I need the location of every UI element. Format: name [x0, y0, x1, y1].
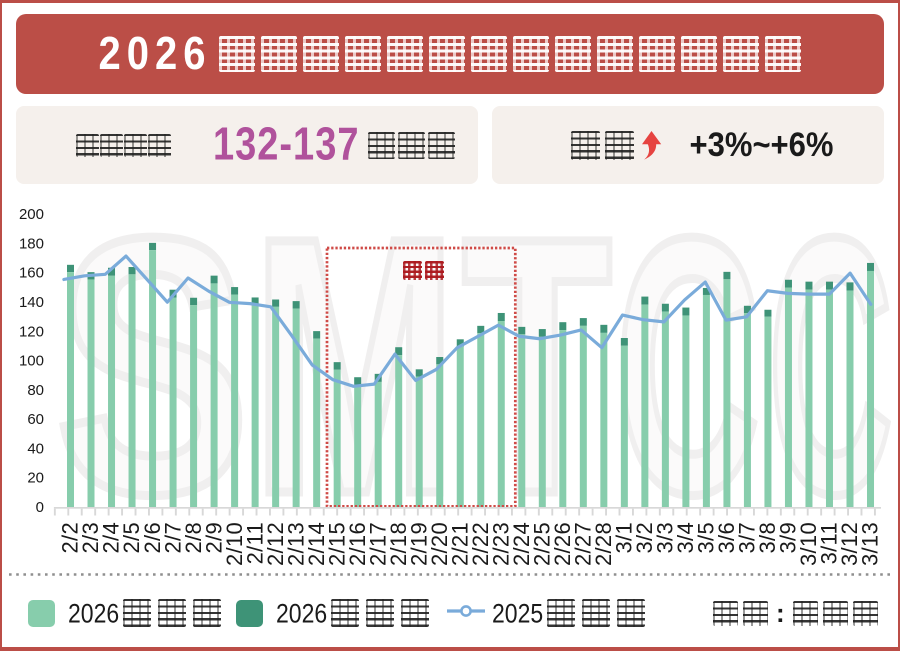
- svg-text:3/3: 3/3: [653, 522, 678, 553]
- svg-text:3/10: 3/10: [796, 522, 821, 566]
- svg-text:2/28: 2/28: [591, 522, 616, 566]
- svg-text:140: 140: [19, 294, 44, 311]
- svg-text:2/21: 2/21: [447, 522, 472, 566]
- svg-text:2/7: 2/7: [160, 522, 185, 553]
- svg-text:2/5: 2/5: [119, 522, 144, 553]
- svg-text:2/11: 2/11: [242, 522, 267, 564]
- svg-text:2/4: 2/4: [99, 522, 124, 553]
- svg-text:3/6: 3/6: [714, 522, 739, 553]
- svg-text:2/8: 2/8: [181, 522, 206, 553]
- svg-text:120: 120: [19, 323, 44, 340]
- svg-text:2/23: 2/23: [488, 522, 513, 566]
- svg-text:180: 180: [19, 235, 44, 252]
- svg-text:M: M: [252, 163, 457, 570]
- svg-text:3/9: 3/9: [776, 522, 801, 553]
- svg-text:3/5: 3/5: [694, 522, 719, 553]
- svg-text:60: 60: [27, 411, 44, 428]
- svg-text:2/22: 2/22: [468, 522, 493, 566]
- svg-text:3/12: 3/12: [837, 522, 862, 566]
- svg-text:0: 0: [36, 499, 44, 516]
- svg-text:2/15: 2/15: [324, 522, 349, 566]
- svg-text:2/17: 2/17: [365, 522, 390, 566]
- svg-text:2/10: 2/10: [222, 522, 247, 566]
- svg-text:3/8: 3/8: [755, 522, 780, 553]
- svg-text:160: 160: [19, 265, 44, 282]
- svg-text:2/3: 2/3: [78, 522, 103, 553]
- svg-text:3/13: 3/13: [858, 522, 883, 566]
- svg-text:80: 80: [27, 382, 44, 399]
- svg-text:2/6: 2/6: [140, 522, 165, 553]
- svg-text:3/1: 3/1: [612, 522, 637, 553]
- svg-text:2/19: 2/19: [406, 522, 431, 566]
- svg-text:3/4: 3/4: [673, 522, 698, 553]
- svg-text:2/24: 2/24: [509, 522, 534, 566]
- svg-text:2/27: 2/27: [571, 522, 596, 566]
- svg-text:3/2: 3/2: [632, 522, 657, 553]
- svg-text:2/18: 2/18: [386, 522, 411, 566]
- svg-text:200: 200: [19, 206, 44, 223]
- svg-text:100: 100: [19, 353, 44, 370]
- svg-text:40: 40: [27, 440, 44, 457]
- svg-text:2/12: 2/12: [263, 522, 288, 566]
- svg-text:2/14: 2/14: [304, 522, 329, 566]
- svg-text:2/25: 2/25: [530, 522, 555, 566]
- svg-text:2/26: 2/26: [550, 522, 575, 566]
- svg-text:T: T: [462, 163, 612, 570]
- svg-text:20: 20: [27, 470, 44, 487]
- svg-text:3/11: 3/11: [817, 522, 842, 564]
- svg-text:2/9: 2/9: [201, 522, 226, 553]
- svg-text:2/20: 2/20: [427, 522, 452, 566]
- svg-text:2/2: 2/2: [58, 522, 83, 553]
- svg-text:2/16: 2/16: [345, 522, 370, 566]
- svg-text:2/13: 2/13: [283, 522, 308, 566]
- svg-text:3/7: 3/7: [735, 522, 760, 553]
